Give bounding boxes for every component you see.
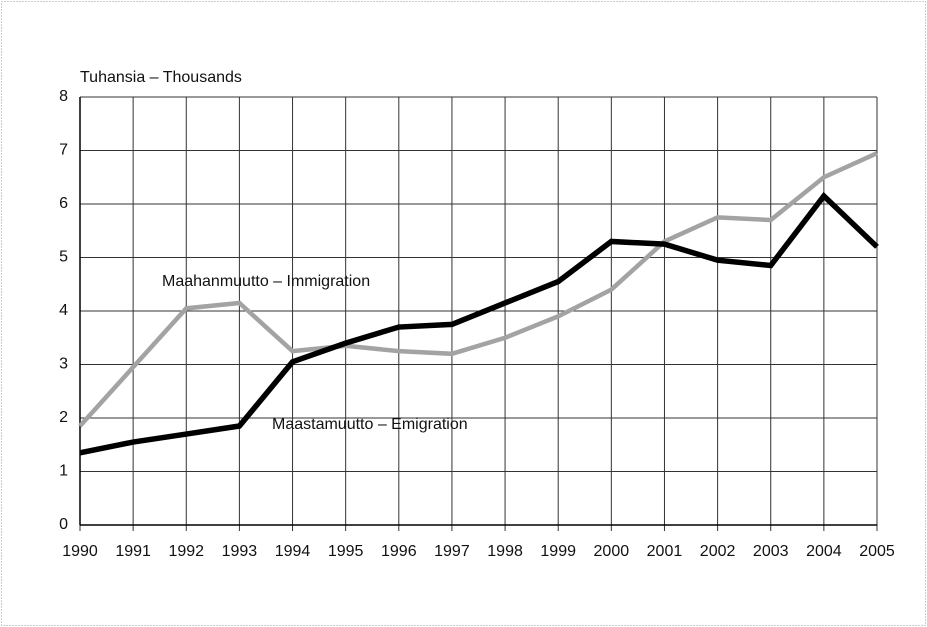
y-axis-label: Tuhansia – Thousands xyxy=(80,69,242,86)
x-tick-label: 1992 xyxy=(168,543,204,560)
x-tick-label: 2003 xyxy=(753,543,789,560)
x-tick-label: 1996 xyxy=(381,543,417,560)
x-tick-label: 1993 xyxy=(222,543,258,560)
y-tick-label: 8 xyxy=(59,88,68,105)
x-tick-label: 1999 xyxy=(540,543,576,560)
x-tick-label: 2001 xyxy=(647,543,683,560)
x-tick-label: 2000 xyxy=(594,543,630,560)
series-label: Maahanmuutto – Immigration xyxy=(162,273,370,290)
y-tick-label: 6 xyxy=(59,195,68,212)
series-label: Maastamuutto – Emigration xyxy=(272,416,468,433)
y-tick-label: 3 xyxy=(59,356,68,373)
x-tick-label: 1995 xyxy=(328,543,364,560)
y-tick-label: 7 xyxy=(59,142,68,159)
y-tick-label: 1 xyxy=(59,463,68,480)
x-tick-label: 1991 xyxy=(115,543,151,560)
y-tick-label: 4 xyxy=(59,302,68,319)
x-tick-label: 2004 xyxy=(806,543,842,560)
x-tick-label: 1994 xyxy=(275,543,311,560)
y-tick-label: 5 xyxy=(59,249,68,266)
x-tick-label: 1990 xyxy=(62,543,98,560)
x-tick-label: 1998 xyxy=(487,543,523,560)
x-tick-label: 1997 xyxy=(434,543,470,560)
series-line xyxy=(78,151,878,428)
y-tick-label: 0 xyxy=(59,516,68,533)
series-line xyxy=(79,191,879,456)
y-tick-label: 2 xyxy=(59,409,68,426)
x-tick-label: 2005 xyxy=(859,543,895,560)
x-tick-label: 2002 xyxy=(700,543,736,560)
